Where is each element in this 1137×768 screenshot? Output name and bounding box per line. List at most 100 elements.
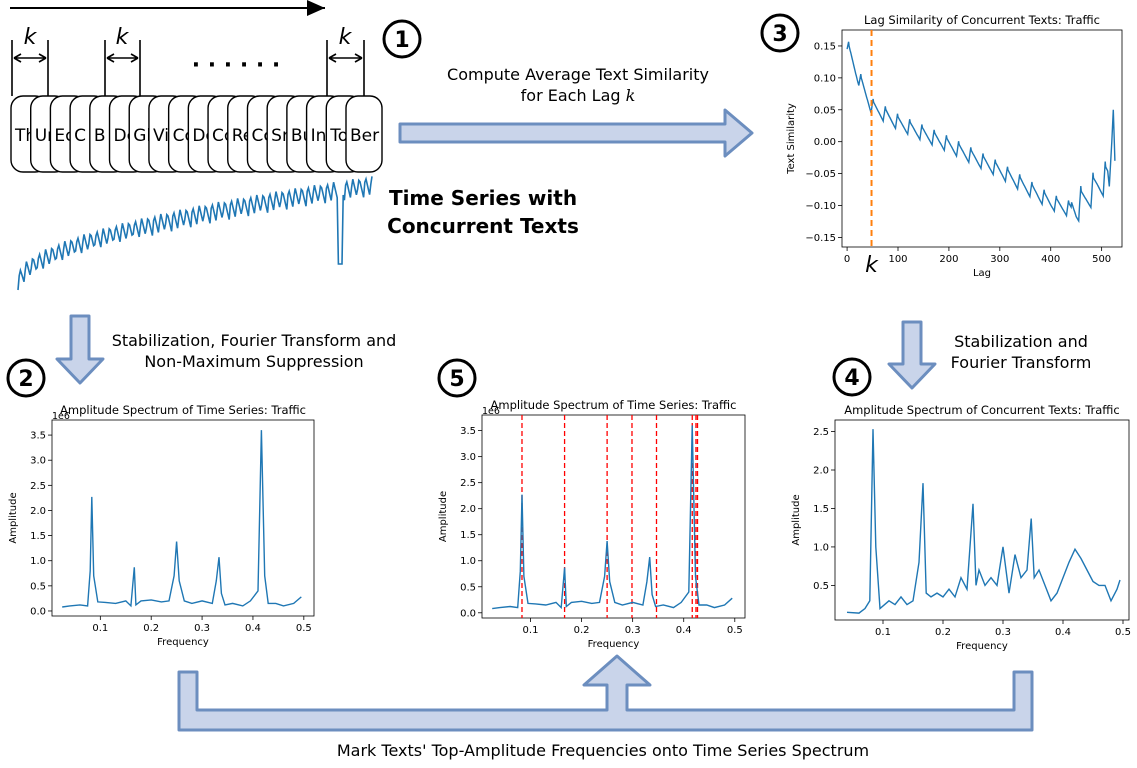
y-tick-label: −0.05 xyxy=(805,169,836,180)
chart-title: Amplitude Spectrum of Concurrent Texts: … xyxy=(844,403,1120,417)
x-tick-label: 200 xyxy=(939,254,958,265)
plot-frame xyxy=(834,419,1130,621)
y-tick-label: 0.5 xyxy=(813,581,829,592)
chart-text-spectrum: Amplitude Spectrum of Concurrent Texts: … xyxy=(791,403,1131,652)
time-series-label-line1: Time Series with xyxy=(389,186,577,210)
svg-text:5: 5 xyxy=(449,367,464,392)
arrow-step1-to-step2 xyxy=(55,314,105,385)
y-tick-label: 3.5 xyxy=(30,431,46,442)
y-tick-label: 0.0 xyxy=(460,608,476,619)
y-tick-label: 3.0 xyxy=(30,456,46,467)
arrow-step1-to-step3 xyxy=(398,108,754,158)
x-tick-label: 0.4 xyxy=(676,625,692,636)
y-tick-label: 0.10 xyxy=(814,73,836,84)
x-tick-label: 0.5 xyxy=(727,625,743,636)
x-tick-label: 300 xyxy=(990,254,1009,265)
y-tick-label: 1.0 xyxy=(30,556,46,567)
series-line xyxy=(62,430,302,608)
arrow-step3-to-step4 xyxy=(887,320,937,390)
arrow3-label-line1: Stabilization and xyxy=(954,332,1088,351)
x-axis-label: Frequency xyxy=(157,637,209,648)
ellipsis-dots: · · · · · · xyxy=(192,53,280,78)
y-tick-label: 1.5 xyxy=(813,504,829,515)
series-line xyxy=(846,429,1121,614)
y-axis-label: Amplitude xyxy=(8,492,19,543)
x-axis-label: Frequency xyxy=(588,639,640,650)
x-tick-label: 400 xyxy=(1041,254,1060,265)
x-tick-label: 500 xyxy=(1092,254,1111,265)
y-tick-label: 1.5 xyxy=(30,531,46,542)
text-box-label: Sr xyxy=(271,126,289,146)
arrow1-label-line1: Compute Average Text Similarity xyxy=(447,65,709,84)
step-badge-4: 4 xyxy=(832,357,872,397)
text-box-label: In xyxy=(311,126,327,146)
step-badge-1: 1 xyxy=(382,19,422,59)
y-tick-label: 1.0 xyxy=(460,556,476,567)
chart-lag-similarity: Lag Similarity of Concurrent Texts: Traf… xyxy=(786,13,1123,279)
y-tick-label: 3.0 xyxy=(460,452,476,463)
x-tick-label: 0.3 xyxy=(995,627,1011,638)
chart-title: Lag Similarity of Concurrent Texts: Traf… xyxy=(864,13,1100,27)
y-tick-label: 2.5 xyxy=(813,427,829,438)
text-box-label: Vi xyxy=(153,126,169,146)
time-series-path xyxy=(17,176,373,291)
y-tick-label: 0.15 xyxy=(814,41,836,52)
series-line xyxy=(846,41,1116,224)
text-box-label: C xyxy=(74,126,86,146)
series-line xyxy=(492,425,733,610)
svg-text:2: 2 xyxy=(18,367,33,392)
time-series-label-line2: Concurrent Texts xyxy=(387,214,579,238)
lag-label-1: k xyxy=(24,25,38,50)
lag-label-3: k xyxy=(339,25,353,50)
svg-text:4: 4 xyxy=(844,366,859,391)
x-tick-label: 0.3 xyxy=(194,623,210,634)
lag-markers xyxy=(11,40,365,96)
chart-time-series-spectrum: Amplitude Spectrum of Time Series: Traff… xyxy=(8,403,315,648)
text-box-label: Ur xyxy=(35,126,54,146)
x-tick-label: 0.5 xyxy=(1115,627,1131,638)
x-tick-label: 0.2 xyxy=(935,627,951,638)
x-tick-label: 0.2 xyxy=(574,625,590,636)
y-tick-label: 1.5 xyxy=(460,530,476,541)
time-series-line xyxy=(17,176,373,291)
x-tick-label: 0.4 xyxy=(1055,627,1071,638)
x-tick-label: 0.1 xyxy=(92,623,108,634)
step-badge-3: 3 xyxy=(760,13,800,53)
y-tick-label: 0.5 xyxy=(460,582,476,593)
y-tick-label: 0.00 xyxy=(814,137,836,148)
y-tick-label: −0.15 xyxy=(805,233,836,244)
arrow2-label-line2: Non-Maximum Suppression xyxy=(144,352,363,371)
x-tick-label: 0 xyxy=(844,254,850,265)
x-tick-label: 100 xyxy=(888,254,907,265)
y-axis-label: Amplitude xyxy=(791,494,802,545)
x-tick-label: 0.3 xyxy=(625,625,641,636)
y-tick-label: 0.05 xyxy=(814,105,836,116)
step-badge-2: 2 xyxy=(6,358,46,398)
plot-frame xyxy=(51,419,315,617)
y-multiplier: 1e6 xyxy=(52,411,70,422)
y-tick-label: 0.0 xyxy=(30,606,46,617)
y-tick-label: 2.0 xyxy=(460,504,476,515)
plot-frame xyxy=(841,29,1123,248)
arrow-merge-to-step5 xyxy=(177,654,1034,732)
bottom-caption: Mark Texts' Top-Amplitude Frequencies on… xyxy=(337,741,869,760)
y-tick-label: 0.5 xyxy=(30,581,46,592)
y-tick-label: 2.0 xyxy=(813,466,829,477)
chart-title: Amplitude Spectrum of Time Series: Traff… xyxy=(60,403,306,417)
text-box-label: B xyxy=(94,126,106,146)
x-tick-label: 0.5 xyxy=(296,623,312,634)
x-tick-label: 0.2 xyxy=(143,623,159,634)
x-tick-label: 0.1 xyxy=(875,627,891,638)
y-tick-label: 2.5 xyxy=(460,478,476,489)
y-tick-label: −0.10 xyxy=(805,201,836,212)
y-multiplier: 1e6 xyxy=(482,406,500,417)
plot-frame xyxy=(481,414,746,619)
chart-title: Amplitude Spectrum of Time Series: Traff… xyxy=(491,398,737,412)
y-axis-label: Amplitude xyxy=(438,491,449,542)
x-axis-label: Lag xyxy=(973,268,991,279)
arrow3-label-line2: Fourier Transform xyxy=(951,353,1092,372)
y-tick-label: 1.0 xyxy=(813,542,829,553)
text-box-label: To xyxy=(329,126,348,146)
